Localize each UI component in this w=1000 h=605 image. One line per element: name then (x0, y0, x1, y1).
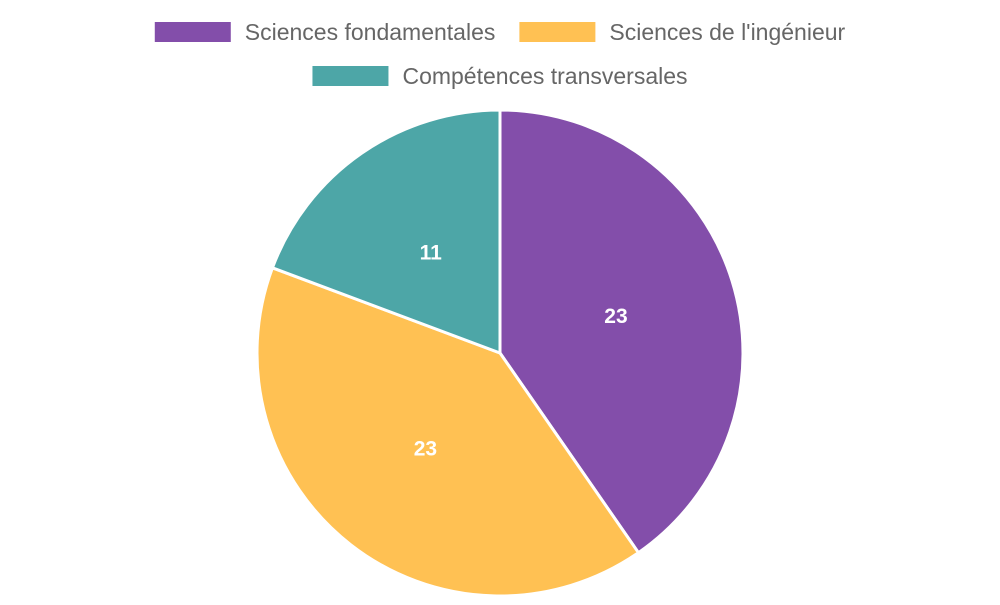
legend-item-sciences-fondamentales[interactable]: Sciences fondamentales (154, 19, 496, 45)
legend-item-competences-transversales[interactable]: Compétences transversales (312, 63, 688, 89)
pie-slices (255, 108, 745, 598)
value-label-competences-transversales: 11 (420, 242, 443, 265)
value-label-sciences-de-l-ingenieur: 23 (414, 437, 437, 460)
value-label-sciences-fondamentales: 23 (604, 305, 627, 328)
legend-swatch (519, 22, 596, 42)
pie-slice-competences-transversales[interactable] (270, 108, 502, 355)
pie-value-labels: 23 23 11 (414, 242, 628, 461)
legend-label: Sciences de l'ingénieur (609, 19, 845, 45)
legend-swatch (312, 66, 389, 86)
pie-slice-sciences-fondamentales[interactable] (498, 108, 745, 555)
legend-item-sciences-de-l-ingenieur[interactable]: Sciences de l'ingénieur (519, 19, 846, 45)
legend-label: Compétences transversales (402, 63, 687, 89)
legend-label: Sciences fondamentales (245, 19, 496, 45)
pie-slice-sciences-de-l-ingenieur[interactable] (255, 266, 640, 598)
legend-swatch (154, 22, 231, 42)
legend: Sciences fondamentales Sciences de l'ingé… (154, 19, 846, 89)
